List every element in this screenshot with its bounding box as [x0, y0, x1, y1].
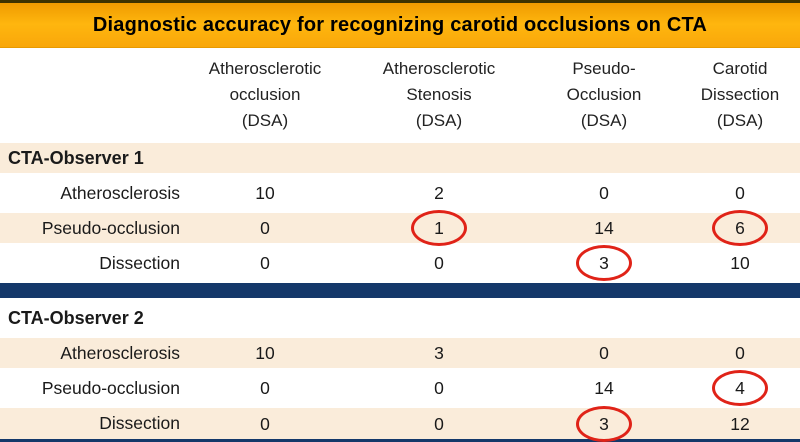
- row-label-column-spacer: [0, 56, 180, 134]
- header-line: occlusion: [229, 85, 301, 104]
- cell-value: 0: [434, 378, 444, 398]
- table-row: Dissection 0 0 3 10: [0, 248, 800, 278]
- cell-value: 0: [260, 253, 270, 273]
- header-line: Pseudo-: [572, 59, 636, 78]
- header-line: (DSA): [716, 111, 764, 130]
- header-line: Dissection: [700, 85, 780, 104]
- row-label: Atherosclerosis: [60, 182, 180, 203]
- cell-value: 0: [599, 343, 609, 363]
- cell-value: 12: [730, 413, 750, 434]
- title-bar: Diagnostic accuracy for recognizing caro…: [0, 3, 800, 48]
- cell-value: 3: [528, 248, 680, 278]
- section-header-row: CTA-Observer 2: [0, 303, 800, 333]
- cell-value: 10: [255, 183, 275, 203]
- cell-value: 3: [434, 343, 444, 363]
- table-row: Atherosclerosis 10 2 0 0: [0, 178, 800, 208]
- row-label: Atherosclerosis: [60, 342, 180, 363]
- header-line: (DSA): [580, 111, 628, 130]
- cell-value: 3: [528, 409, 680, 439]
- cell-value: 14: [594, 378, 614, 398]
- cell-value: 0: [735, 183, 745, 203]
- cell-value: 0: [434, 413, 444, 434]
- section-header: CTA-Observer 1: [8, 147, 144, 168]
- table-row: Pseudo-occlusion 0 1 14 6: [0, 213, 800, 243]
- row-label: Pseudo-occlusion: [41, 217, 180, 238]
- table-row: Pseudo-occlusion 0 0 14 4: [0, 373, 800, 403]
- header-line: Occlusion: [566, 85, 642, 104]
- page-title: Diagnostic accuracy for recognizing caro…: [92, 13, 708, 36]
- row-label: Dissection: [99, 252, 180, 273]
- column-header-atherosclerotic-stenosis: Atherosclerotic Stenosis (DSA): [350, 56, 528, 134]
- cell-value: 2: [434, 183, 444, 203]
- cell-value: 0: [260, 413, 270, 434]
- section-header-row: CTA-Observer 1: [0, 143, 800, 173]
- header-line: (DSA): [415, 111, 463, 130]
- section-divider: [0, 283, 800, 298]
- cell-value: 10: [730, 253, 750, 273]
- cell-value: 1: [350, 213, 528, 243]
- section-header: CTA-Observer 2: [8, 307, 144, 328]
- header-line: Carotid: [712, 59, 768, 78]
- column-header-pseudo-occlusion: Pseudo- Occlusion (DSA): [528, 56, 680, 134]
- table-row: Dissection 0 0 3 12: [0, 408, 800, 439]
- cell-value: 0: [599, 183, 609, 203]
- top-border: [0, 0, 800, 3]
- cell-value: 0: [260, 218, 270, 238]
- row-label: Pseudo-occlusion: [41, 377, 180, 398]
- header-line: Stenosis: [406, 85, 472, 104]
- table-body: CTA-Observer 1 Atherosclerosis 10 2 0 0 …: [0, 143, 800, 439]
- table-row: Atherosclerosis 10 3 0 0: [0, 338, 800, 368]
- column-header-atherosclerotic-occlusion: Atherosclerotic occlusion (DSA): [180, 56, 350, 134]
- cell-value: 6: [680, 213, 800, 243]
- row-label: Dissection: [99, 413, 180, 433]
- column-header-carotid-dissection: Carotid Dissection (DSA): [680, 56, 800, 134]
- cell-value: 10: [255, 343, 275, 363]
- cell-value: 14: [594, 218, 614, 238]
- bottom-border: [0, 439, 800, 442]
- column-headers: Atherosclerotic occlusion (DSA) Atherosc…: [0, 48, 800, 143]
- cell-value: 0: [434, 253, 444, 273]
- cell-value: 0: [735, 343, 745, 363]
- header-line: Atherosclerotic: [208, 59, 322, 78]
- header-line: (DSA): [241, 111, 289, 130]
- cell-value: 4: [680, 373, 800, 403]
- header-line: Atherosclerotic: [382, 59, 496, 78]
- cell-value: 0: [260, 378, 270, 398]
